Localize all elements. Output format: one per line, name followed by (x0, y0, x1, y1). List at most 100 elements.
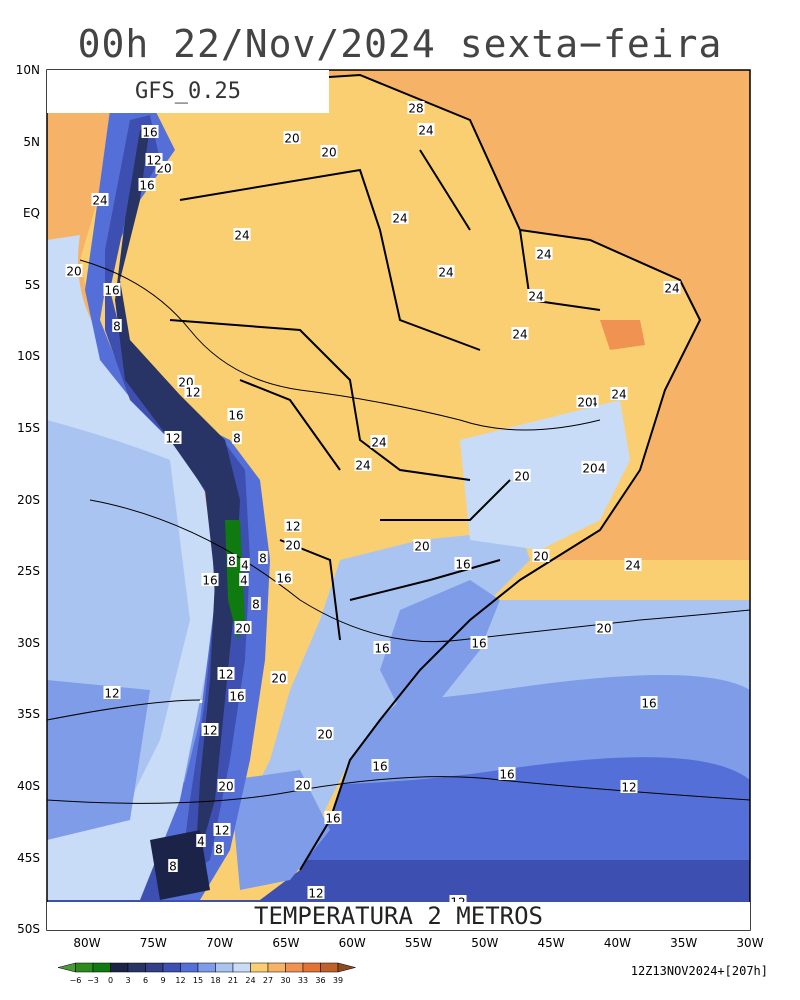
contour-label: 20 (66, 265, 81, 279)
colorbar-label: 21 (227, 976, 239, 985)
contour-label: 28 (408, 102, 423, 116)
contour-label-bg (164, 431, 182, 444)
contour-label-bg (576, 395, 594, 408)
lat-label: 5S (24, 277, 40, 292)
contour-label: 24 (418, 124, 433, 138)
contour-label-bg (371, 759, 389, 772)
contour-label-bg (511, 327, 529, 340)
lat-label: 5N (23, 134, 40, 149)
contour-label-bg (65, 264, 83, 277)
colorbar-label: 0 (107, 976, 114, 985)
colorbar-label: 15 (192, 976, 204, 985)
contours (47, 259, 750, 804)
contour-label-bg (228, 689, 246, 702)
contour-label: 12 (214, 824, 229, 838)
contour-label: 20 (295, 779, 310, 793)
contour-label-bg (91, 193, 109, 206)
contour-label: 24 (512, 328, 527, 342)
model-name: GFS_0.25 (47, 70, 329, 113)
contour-label-bg (214, 842, 224, 855)
contour-label-bg (275, 571, 293, 584)
contour-label-bg (217, 779, 235, 792)
contour-label: 16 (276, 572, 291, 586)
contour-label: 16 (372, 760, 387, 774)
contour-label: 12 (308, 887, 323, 901)
contour-label-bg (138, 178, 156, 191)
contour-label: 24 (611, 388, 626, 402)
lat-label: 10N (15, 63, 40, 77)
colorbar-swatch (320, 962, 339, 973)
lon-label: 80W (73, 936, 101, 950)
colorbar-label: 30 (280, 976, 291, 985)
contour-label: 20 (582, 462, 597, 476)
lon-label: 45W (537, 936, 565, 950)
contour-label: 20 (271, 672, 286, 686)
contour-label-bg (201, 723, 219, 736)
contour-label: 20 (514, 470, 529, 484)
contour-label: 24 (234, 229, 249, 243)
lat-label: 40S (17, 779, 40, 793)
contour-label-bg (258, 551, 268, 564)
colorbar-swatch (250, 962, 269, 973)
contour-label-bg (437, 265, 455, 278)
contour-label-bg (213, 823, 231, 836)
contour-label-bg (103, 283, 121, 296)
contour-label-bg (184, 385, 202, 398)
contour-label-bg (498, 767, 516, 780)
contour-label: 24 (371, 436, 386, 450)
lon-label: 40W (603, 936, 631, 950)
colorbar-label: 12 (175, 976, 186, 985)
contour-label-bg (595, 621, 613, 634)
contour-label: 16 (104, 284, 119, 298)
contour-label: 20 (285, 539, 300, 553)
contour-label: 20 (577, 396, 592, 410)
contour-label-bg (168, 859, 178, 872)
contour-label-bg (320, 145, 338, 158)
contour-label-bg (532, 549, 550, 562)
contour-label: 24 (355, 459, 370, 473)
contour-label: 8 (252, 598, 260, 612)
lat-label: 25S (17, 564, 40, 579)
colorbar-label: −6 (69, 976, 82, 985)
contour-label-bg (407, 101, 425, 114)
contour-label: 20 (321, 146, 336, 160)
hot-spot (600, 320, 645, 350)
lon-label: 50W (471, 936, 499, 950)
lon-label: 60W (338, 936, 366, 950)
contour-label-bg (284, 538, 302, 551)
contour-label: 20 (235, 622, 250, 636)
contour-label: 16 (229, 690, 244, 704)
contour-label: 12 (218, 668, 233, 682)
andes-4 (225, 520, 245, 640)
contour-label: 16 (325, 812, 340, 826)
contour-label-bg (177, 375, 195, 388)
lat-label: 35S (17, 707, 40, 722)
colorbar-swatch (215, 962, 234, 973)
contour-label-bg (620, 780, 638, 793)
colorbar-swatch (197, 962, 216, 973)
contour-label-bg (307, 886, 325, 899)
contour-label-bg (470, 636, 488, 649)
field-title: TEMPERATURA 2 METROS (47, 902, 750, 930)
contour-label-bg (413, 539, 431, 552)
contour-label: 20 (414, 540, 429, 554)
contour-label: 12 (146, 154, 161, 168)
contour-label-bg (370, 435, 388, 448)
lat-label: 10S (17, 349, 40, 364)
colorbar-swatch (127, 962, 146, 973)
contour-label: 8 (215, 843, 223, 857)
contour-label-bg (640, 696, 658, 709)
contour-label: 4 (241, 559, 249, 573)
lon-label: 65W (272, 936, 300, 950)
contour-label: 12 (165, 432, 180, 446)
contour-label-bg (624, 558, 642, 571)
contour-label: 12 (185, 386, 200, 400)
contour-label-bg (354, 458, 372, 471)
colorbar-swatch (232, 962, 251, 973)
contour-label: 24 (392, 212, 407, 226)
contour-label-bg (316, 727, 334, 740)
contour-label-bg (391, 211, 409, 224)
contour-label-bg (217, 667, 235, 680)
contour-label: 8 (228, 555, 236, 569)
contour-label: 16 (455, 558, 470, 572)
